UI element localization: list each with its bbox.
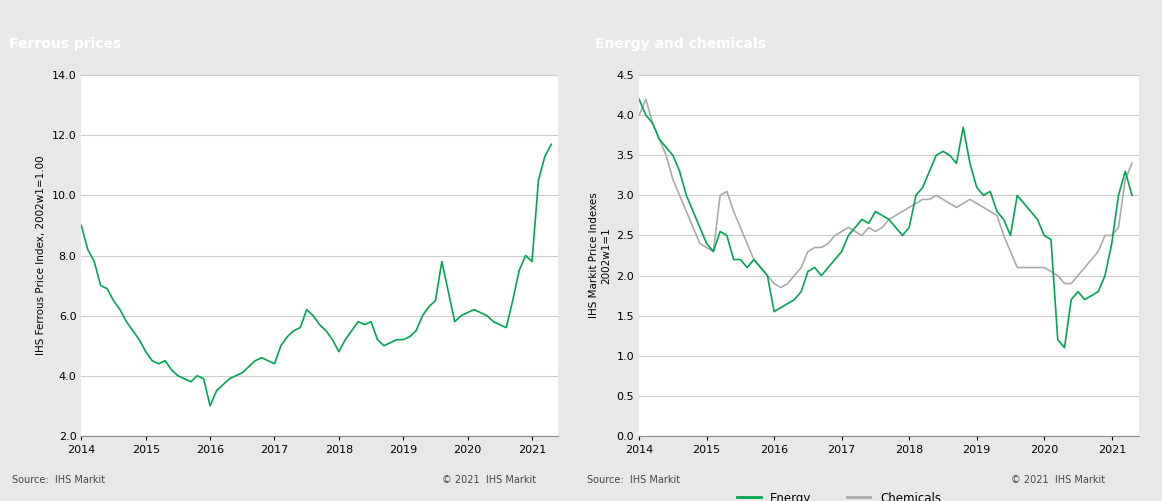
Chemicals xyxy=(1091,248,1105,255)
Energy xyxy=(902,224,916,230)
Chemicals xyxy=(923,196,937,202)
Energy xyxy=(733,257,747,263)
Text: Source:  IHS Markit: Source: IHS Markit xyxy=(12,475,105,485)
Y-axis label: IHS Ferrous Price Index, 2002w1=1.00: IHS Ferrous Price Index, 2002w1=1.00 xyxy=(36,156,46,355)
Text: © 2021  IHS Markit: © 2021 IHS Markit xyxy=(1011,475,1105,485)
Chemicals xyxy=(740,240,754,246)
Text: Source:  IHS Markit: Source: IHS Markit xyxy=(587,475,680,485)
Legend: Energy, Chemicals: Energy, Chemicals xyxy=(732,487,946,501)
Energy xyxy=(1084,293,1098,299)
Line: Chemicals: Chemicals xyxy=(639,99,1132,288)
Energy xyxy=(632,96,646,102)
Energy xyxy=(1057,345,1071,351)
Text: Energy and chemicals: Energy and chemicals xyxy=(595,38,766,51)
Text: Ferrous prices: Ferrous prices xyxy=(9,38,121,51)
Line: Energy: Energy xyxy=(639,99,1132,348)
Y-axis label: IHS Markit Price Indexes
2002w1=1: IHS Markit Price Indexes 2002w1=1 xyxy=(589,193,611,318)
Chemicals xyxy=(639,96,653,102)
Energy xyxy=(740,265,754,271)
Chemicals xyxy=(632,112,646,118)
Chemicals xyxy=(747,257,761,263)
Chemicals xyxy=(1125,160,1139,166)
Chemicals xyxy=(916,196,930,202)
Energy xyxy=(794,289,808,295)
Text: © 2021  IHS Markit: © 2021 IHS Markit xyxy=(442,475,536,485)
Chemicals xyxy=(774,285,788,291)
Energy xyxy=(1125,192,1139,198)
Chemicals xyxy=(808,244,822,250)
Energy xyxy=(909,192,923,198)
